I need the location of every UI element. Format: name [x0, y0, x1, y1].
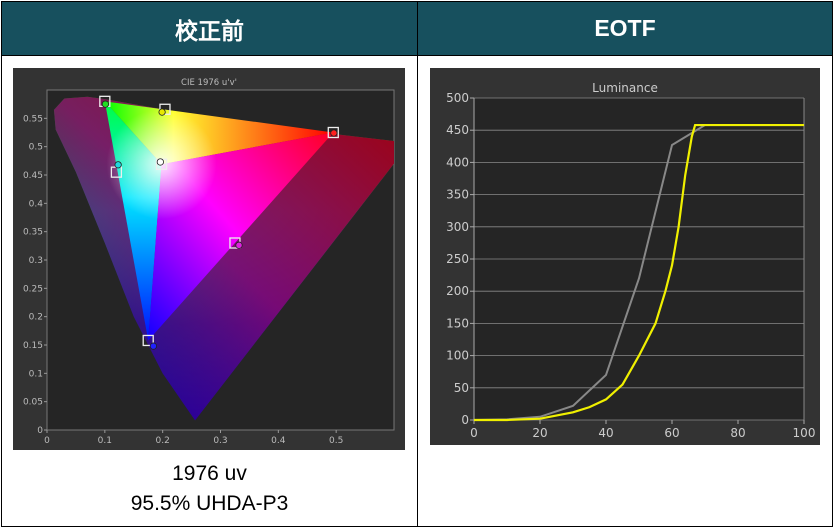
y-tick-label: 0.4	[29, 199, 44, 209]
y-tick-label: 250	[446, 252, 469, 266]
measured-eotf-line	[474, 123, 804, 422]
y-tick-label: 0.5	[29, 143, 43, 153]
y-tick-label: 100	[446, 349, 469, 363]
x-tick-label: 40	[598, 426, 613, 440]
x-tick-label: 0.1	[98, 436, 112, 446]
column-divider	[417, 2, 418, 526]
y-tick-label: 350	[446, 188, 469, 202]
y-tick-label: 300	[446, 220, 469, 234]
measured-point-white	[156, 158, 164, 166]
caption-colorspace: 1976 uv	[172, 462, 247, 485]
eotf-chart: Luminance 050100150200250300350400450500…	[430, 68, 820, 445]
target-marker-red	[327, 126, 339, 139]
y-tick-label: 150	[446, 316, 469, 330]
y-tick-label: 500	[446, 91, 469, 105]
y-tick-label: 450	[446, 123, 469, 137]
x-tick-label: 20	[532, 426, 547, 440]
measured-point-blue	[149, 342, 158, 350]
x-tick-label: 80	[730, 426, 745, 440]
y-tick-label: 0.45	[23, 171, 43, 181]
y-tick-label: 400	[446, 155, 469, 169]
y-tick-label: 200	[446, 284, 469, 298]
y-tick-label: 0.25	[23, 284, 43, 294]
cie-title: CIE 1976 u'v'	[181, 78, 237, 88]
measured-point-red	[330, 129, 338, 137]
measured-point-green	[101, 100, 110, 108]
y-tick-label: 0.35	[23, 228, 43, 238]
y-tick-label: 0.2	[29, 313, 43, 323]
x-tick-label: 0	[470, 426, 478, 440]
y-tick-label: 0.55	[23, 114, 43, 124]
caption-gamut-coverage: 95.5% UHDA-P3	[130, 492, 289, 515]
header-before-calibration: 校正前	[2, 2, 417, 56]
y-tick-label: 0.3	[29, 256, 43, 266]
x-tick-label: 0.3	[213, 436, 227, 446]
x-tick-label: 60	[664, 426, 679, 440]
eotf-title: Luminance	[592, 81, 658, 95]
x-tick-label: 100	[793, 426, 816, 440]
y-tick-label: 0.1	[29, 369, 43, 379]
x-tick-label: 0.5	[329, 436, 343, 446]
y-tick-label: 0.05	[23, 398, 43, 408]
measured-point-magenta	[235, 241, 243, 249]
header-eotf: EOTF	[418, 2, 832, 56]
x-tick-label: 0.2	[156, 436, 170, 446]
x-tick-label: 0.4	[271, 436, 286, 446]
y-tick-label: 0.15	[23, 341, 43, 351]
x-tick-label: 0	[44, 436, 50, 446]
target-marker-blue	[142, 334, 154, 347]
y-tick-label: 50	[454, 381, 469, 395]
measured-point-yellow	[158, 108, 166, 116]
y-tick-label: 0	[37, 426, 43, 436]
measured-point-cyan	[114, 161, 122, 169]
cie-chart: CIE 1976 u'v' 0 0.1 0.2 0.3 0.4 0.5 0 0.05 0.1 0.…	[13, 68, 405, 450]
y-tick-label: 0	[461, 413, 469, 427]
